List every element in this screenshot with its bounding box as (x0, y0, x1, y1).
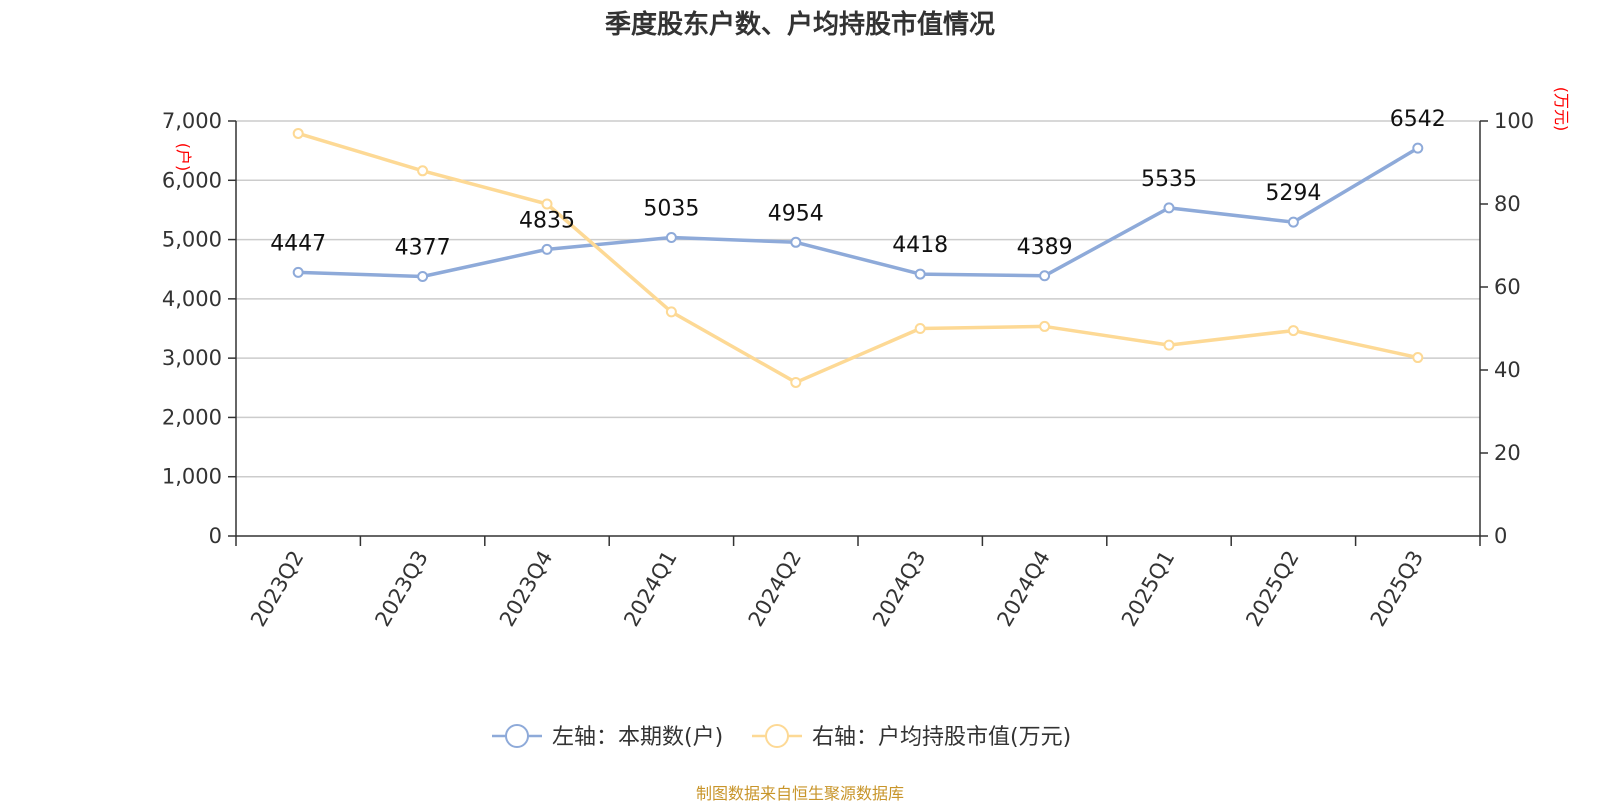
x-axis-tick-label: 2024Q2 (744, 547, 806, 631)
x-axis-tick-label: 2024Q1 (619, 547, 681, 631)
x-axis-tick-label: 2023Q3 (370, 547, 432, 631)
data-label: 6542 (1390, 107, 1446, 132)
data-label: 5535 (1141, 167, 1197, 192)
data-point (665, 306, 677, 318)
left-axis-unit: (户) (174, 143, 193, 172)
x-axis-tick-label: 2023Q4 (495, 547, 557, 631)
data-label: 4447 (270, 231, 326, 256)
legend[interactable]: 左轴：本期数(户) 右轴：户均持股市值(万元) (492, 724, 1071, 750)
series-line-shareholder-count (298, 146, 1419, 279)
data-point (790, 376, 802, 388)
left-axis-tick-label: 1,000 (162, 465, 222, 489)
right-axis-tick-label: 100 (1494, 109, 1534, 133)
data-point (541, 198, 553, 210)
x-axis-tick-label: 2024Q3 (868, 547, 930, 631)
x-axis-tick-label: 2025Q1 (1117, 547, 1179, 631)
left-axis-tick-label: 3,000 (162, 346, 222, 370)
data-label: 5035 (643, 196, 699, 221)
right-axis-tick-label: 20 (1494, 441, 1521, 465)
data-point (417, 271, 429, 283)
data-label: 4377 (395, 236, 451, 261)
legend-marker (765, 724, 789, 748)
data-point (790, 236, 802, 248)
left-axis-tick-label: 5,000 (162, 228, 222, 252)
data-label: 4954 (768, 201, 824, 226)
data-label: 4389 (1017, 235, 1073, 260)
x-axis-tick-label: 2025Q2 (1241, 547, 1303, 631)
data-point (417, 165, 429, 177)
right-axis-tick-label: 60 (1494, 275, 1521, 299)
left-axis-tick-label: 6,000 (162, 168, 222, 192)
left-axis-tick-label: 2,000 (162, 405, 222, 429)
legend-label: 右轴：户均持股市值(万元) (812, 725, 1071, 750)
data-point (1287, 216, 1299, 228)
data-point (292, 266, 304, 278)
right-axis-unit: (万元) (1552, 87, 1571, 132)
right-axis-tick-label: 0 (1494, 524, 1507, 548)
data-labels: 4447 4377 4835 5035 4954 4418 4389 5535 5294 6542 (270, 107, 1446, 260)
data-label: 5294 (1265, 181, 1321, 206)
data-point (1412, 142, 1424, 154)
data-point (292, 127, 304, 139)
data-point (914, 323, 926, 334)
data-point (1287, 325, 1299, 337)
x-axis-tick-label: 2023Q2 (246, 547, 308, 631)
data-point (1163, 202, 1175, 214)
source-note: 制图数据来自恒生聚源数据库 (695, 784, 904, 803)
left-axis-tick-label: 4,000 (162, 287, 222, 311)
series-line-avg-holding-value (297, 131, 1419, 385)
x-axis-tick-label: 2025Q3 (1366, 547, 1428, 631)
data-label: 4418 (892, 233, 948, 258)
legend-label: 左轴：本期数(户) (552, 725, 723, 750)
grid-lines (236, 120, 1480, 478)
chart-title: 季度股东户数、户均持股市值情况 (604, 10, 995, 40)
data-point (1412, 352, 1424, 364)
data-point (665, 231, 677, 243)
right-axis-tick-label: 80 (1494, 192, 1521, 216)
data-point (541, 243, 553, 255)
data-point (1163, 339, 1175, 351)
data-point (1039, 270, 1051, 282)
series-layer (292, 127, 1424, 388)
x-axis-tick-label: 2024Q4 (992, 547, 1054, 631)
legend-marker (505, 724, 529, 748)
data-point (914, 268, 926, 280)
data-point (1039, 320, 1051, 332)
right-axis-tick-label: 40 (1494, 358, 1521, 382)
left-axis-tick-label: 0 (209, 524, 222, 548)
left-axis-tick-label: 7,000 (162, 109, 222, 133)
data-label: 4835 (519, 208, 575, 233)
